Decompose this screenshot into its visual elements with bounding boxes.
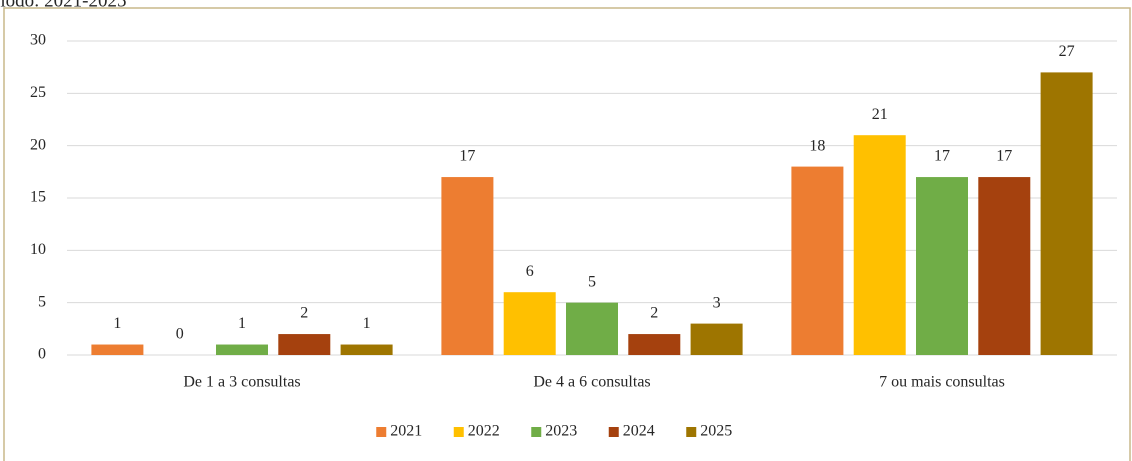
- bar: [566, 302, 618, 355]
- data-label: 17: [934, 148, 950, 165]
- legend-label: 2022: [468, 423, 500, 440]
- bar: [791, 166, 844, 355]
- legend-swatch: [608, 427, 619, 437]
- data-label: 21: [872, 106, 888, 123]
- x-tick-label: 7 ou mais consultas: [879, 374, 1005, 391]
- legend-swatch: [376, 427, 387, 437]
- data-label: 1: [238, 315, 246, 332]
- data-label: 17: [996, 148, 1012, 165]
- bar: [853, 135, 906, 355]
- data-label: 2: [300, 305, 308, 322]
- legend-label: 2021: [390, 423, 422, 440]
- y-tick-label: 5: [38, 293, 46, 310]
- legend-swatch: [531, 427, 542, 437]
- legend-swatch: [453, 427, 464, 437]
- bar: [1040, 72, 1093, 356]
- y-tick-label: 25: [30, 84, 46, 101]
- legend-swatch: [686, 427, 697, 437]
- chart-title: ríodo: 2021-2025: [0, 0, 126, 11]
- y-tick-label: 10: [30, 241, 46, 258]
- bar: [278, 334, 331, 355]
- data-label: 0: [176, 326, 184, 343]
- data-label: 6: [526, 263, 534, 280]
- bar: [916, 177, 968, 355]
- bar: [216, 344, 268, 355]
- data-label: 2: [650, 305, 658, 322]
- bar: [91, 344, 144, 355]
- legend-label: 2024: [623, 423, 655, 440]
- y-tick-label: 0: [38, 346, 46, 363]
- x-tick-label: De 1 a 3 consultas: [183, 374, 300, 391]
- bar: [503, 292, 556, 355]
- data-label: 1: [113, 315, 121, 332]
- y-tick-label: 15: [30, 189, 46, 206]
- y-tick-label: 30: [30, 32, 46, 49]
- bar: [978, 177, 1031, 355]
- data-label: 5: [588, 273, 596, 290]
- x-tick-label: De 4 a 6 consultas: [533, 374, 650, 391]
- data-label: 17: [459, 148, 475, 165]
- bar: [441, 177, 494, 355]
- legend-label: 2025: [700, 423, 732, 440]
- bar: [628, 334, 681, 355]
- data-label: 27: [1059, 43, 1075, 60]
- data-label: 18: [809, 137, 825, 154]
- data-label: 3: [713, 294, 721, 311]
- y-tick-label: 20: [30, 136, 46, 153]
- bar: [340, 344, 393, 355]
- chart-frame: [3, 7, 1131, 461]
- legend-label: 2023: [545, 423, 577, 440]
- bar: [690, 323, 743, 355]
- data-label: 1: [363, 315, 371, 332]
